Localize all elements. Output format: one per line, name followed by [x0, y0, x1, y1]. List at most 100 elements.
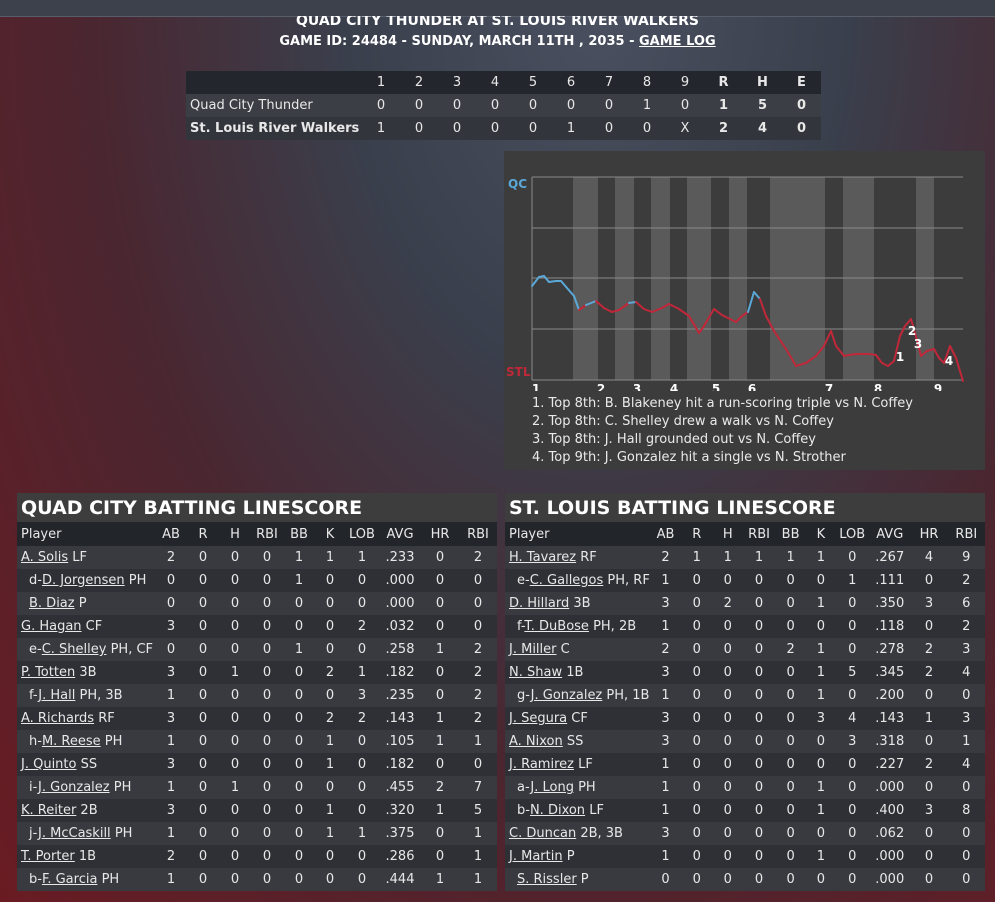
panel-title: ST. LOUIS BATTING LINESCORE — [505, 493, 985, 522]
probability-segment — [926, 348, 935, 352]
player-link[interactable]: D. Hillard — [509, 596, 570, 611]
stat-cell: 0 — [723, 872, 732, 887]
probability-segment — [815, 345, 825, 357]
player-link[interactable]: J. Long — [530, 780, 574, 795]
stat-cell: 0 — [357, 872, 367, 887]
stat-cell: 0 — [198, 688, 208, 703]
event-marker: 3 — [914, 337, 922, 351]
inning-header: 4 — [490, 75, 500, 90]
player-cell: j-J. McCaskill PH — [17, 822, 155, 845]
player-link[interactable]: J. Quinto — [21, 757, 77, 772]
stat-cell: 4 — [962, 757, 971, 772]
player-link[interactable]: G. Hagan — [21, 619, 82, 634]
stat-cell: 0 — [230, 619, 240, 634]
probability-segment — [611, 309, 620, 313]
player-link[interactable]: J. Segura — [509, 711, 568, 726]
stat-cell: 0 — [357, 734, 367, 749]
player-link[interactable]: D. Jorgensen — [41, 573, 125, 588]
stat-cell: 0 — [754, 688, 764, 703]
player-link[interactable]: J. Martin — [509, 849, 563, 864]
stat-cell: 0 — [924, 826, 934, 841]
player-link[interactable]: M. Reese — [41, 734, 101, 749]
stat-cell: 1 — [325, 803, 335, 818]
player-link[interactable]: H. Tavarez — [509, 550, 577, 565]
stat-cell: 0 — [262, 550, 272, 565]
column-header: LOB — [345, 522, 379, 546]
stat-cell: 0 — [294, 803, 304, 818]
stat-cell: 0 — [435, 757, 445, 772]
stat-cell: 2 — [435, 780, 445, 795]
player-link[interactable]: J. Miller — [509, 642, 557, 657]
stat-cell: 0 — [723, 757, 732, 772]
stat-cell: 0 — [325, 780, 335, 795]
inning-score: 0 — [604, 98, 614, 113]
player-cell: P. Totten 3B — [17, 661, 155, 684]
stat-cell: .143 — [875, 711, 905, 726]
inning-score: 1 — [642, 98, 652, 113]
player-position: LF — [68, 550, 87, 565]
probability-segment — [753, 291, 761, 300]
player-link[interactable]: A. Richards — [21, 711, 95, 726]
player-link[interactable]: N. Shaw — [509, 665, 563, 680]
player-link[interactable]: J. Gonzalez — [530, 688, 603, 703]
inning-label: 8 — [874, 382, 882, 391]
stat-cell: 0 — [692, 734, 701, 749]
player-link[interactable]: T. Porter — [21, 849, 75, 864]
sub-prefix: b- — [517, 803, 530, 818]
stat-cell: 0 — [198, 573, 208, 588]
sub-prefix: a- — [517, 780, 531, 795]
stat-cell: 0 — [435, 573, 445, 588]
stat-cell: 0 — [786, 665, 795, 680]
team-name: Quad City Thunder — [190, 98, 313, 113]
player-link[interactable]: A. Nixon — [509, 734, 563, 749]
player-link[interactable]: N. Dixon — [529, 803, 586, 818]
stat-cell: 0 — [262, 826, 272, 841]
probability-segment — [735, 315, 743, 323]
event-note: 2. Top 8th: C. Shelley drew a walk vs N.… — [532, 414, 834, 429]
stat-cell: 0 — [198, 780, 208, 795]
player-link[interactable]: T. DuBose — [524, 619, 589, 634]
column-header: R — [187, 522, 219, 546]
stat-cell: 0 — [924, 619, 934, 634]
player-position: PH, 1B — [602, 688, 650, 703]
stat-cell: 0 — [816, 872, 825, 887]
stat-cell: .000 — [385, 573, 415, 588]
stat-cell: 1 — [473, 872, 483, 887]
player-link[interactable]: J. Ramirez — [509, 757, 574, 772]
stat-cell: 0 — [962, 780, 971, 795]
player-link[interactable]: J. McCaskill — [38, 826, 111, 841]
player-row: J. Segura CF 3 0 0 0 0 3 4 .143 1 3 — [505, 707, 985, 730]
player-link[interactable]: A. Solis — [21, 550, 69, 565]
stat-cell: 0 — [198, 665, 208, 680]
player-link[interactable]: P. Totten — [21, 665, 76, 680]
column-header: AB — [155, 522, 187, 546]
probability-segment — [773, 330, 787, 350]
stat-cell: 0 — [848, 550, 857, 565]
player-link[interactable]: C. Gallegos — [529, 573, 604, 588]
player-link[interactable]: J. Gonzalez — [38, 780, 110, 795]
game-log-link[interactable]: GAME LOG — [639, 34, 716, 49]
stat-cell: 0 — [230, 803, 240, 818]
stat-cell: .062 — [875, 826, 905, 841]
stat-cell: .233 — [385, 550, 415, 565]
stat-cell: 1 — [816, 849, 825, 864]
stat-cell: 0 — [754, 780, 764, 795]
stat-cell: 0 — [786, 734, 795, 749]
stat-cell: 2 — [166, 849, 176, 864]
probability-segment — [893, 335, 901, 362]
player-link[interactable]: C. Duncan — [509, 826, 577, 841]
player-link[interactable]: B. Diaz — [29, 596, 75, 611]
stat-cell: 1 — [816, 596, 825, 611]
stat-cell: .000 — [875, 780, 905, 795]
stat-cell: 1 — [325, 734, 335, 749]
player-link[interactable]: J. Hall — [38, 688, 76, 703]
column-header: HR — [421, 522, 459, 546]
player-link[interactable]: K. Reiter — [21, 803, 77, 818]
stat-cell: 1 — [166, 826, 176, 841]
player-link[interactable]: C. Shelley — [41, 642, 107, 657]
player-link[interactable]: F. Garcia — [41, 872, 98, 887]
player-row: G. Hagan CF 3 0 0 0 0 0 2 .032 0 0 — [17, 615, 497, 638]
stat-cell: 0 — [848, 803, 857, 818]
player-link[interactable]: S. Rissler — [517, 872, 577, 887]
player-position: PH — [573, 780, 596, 795]
